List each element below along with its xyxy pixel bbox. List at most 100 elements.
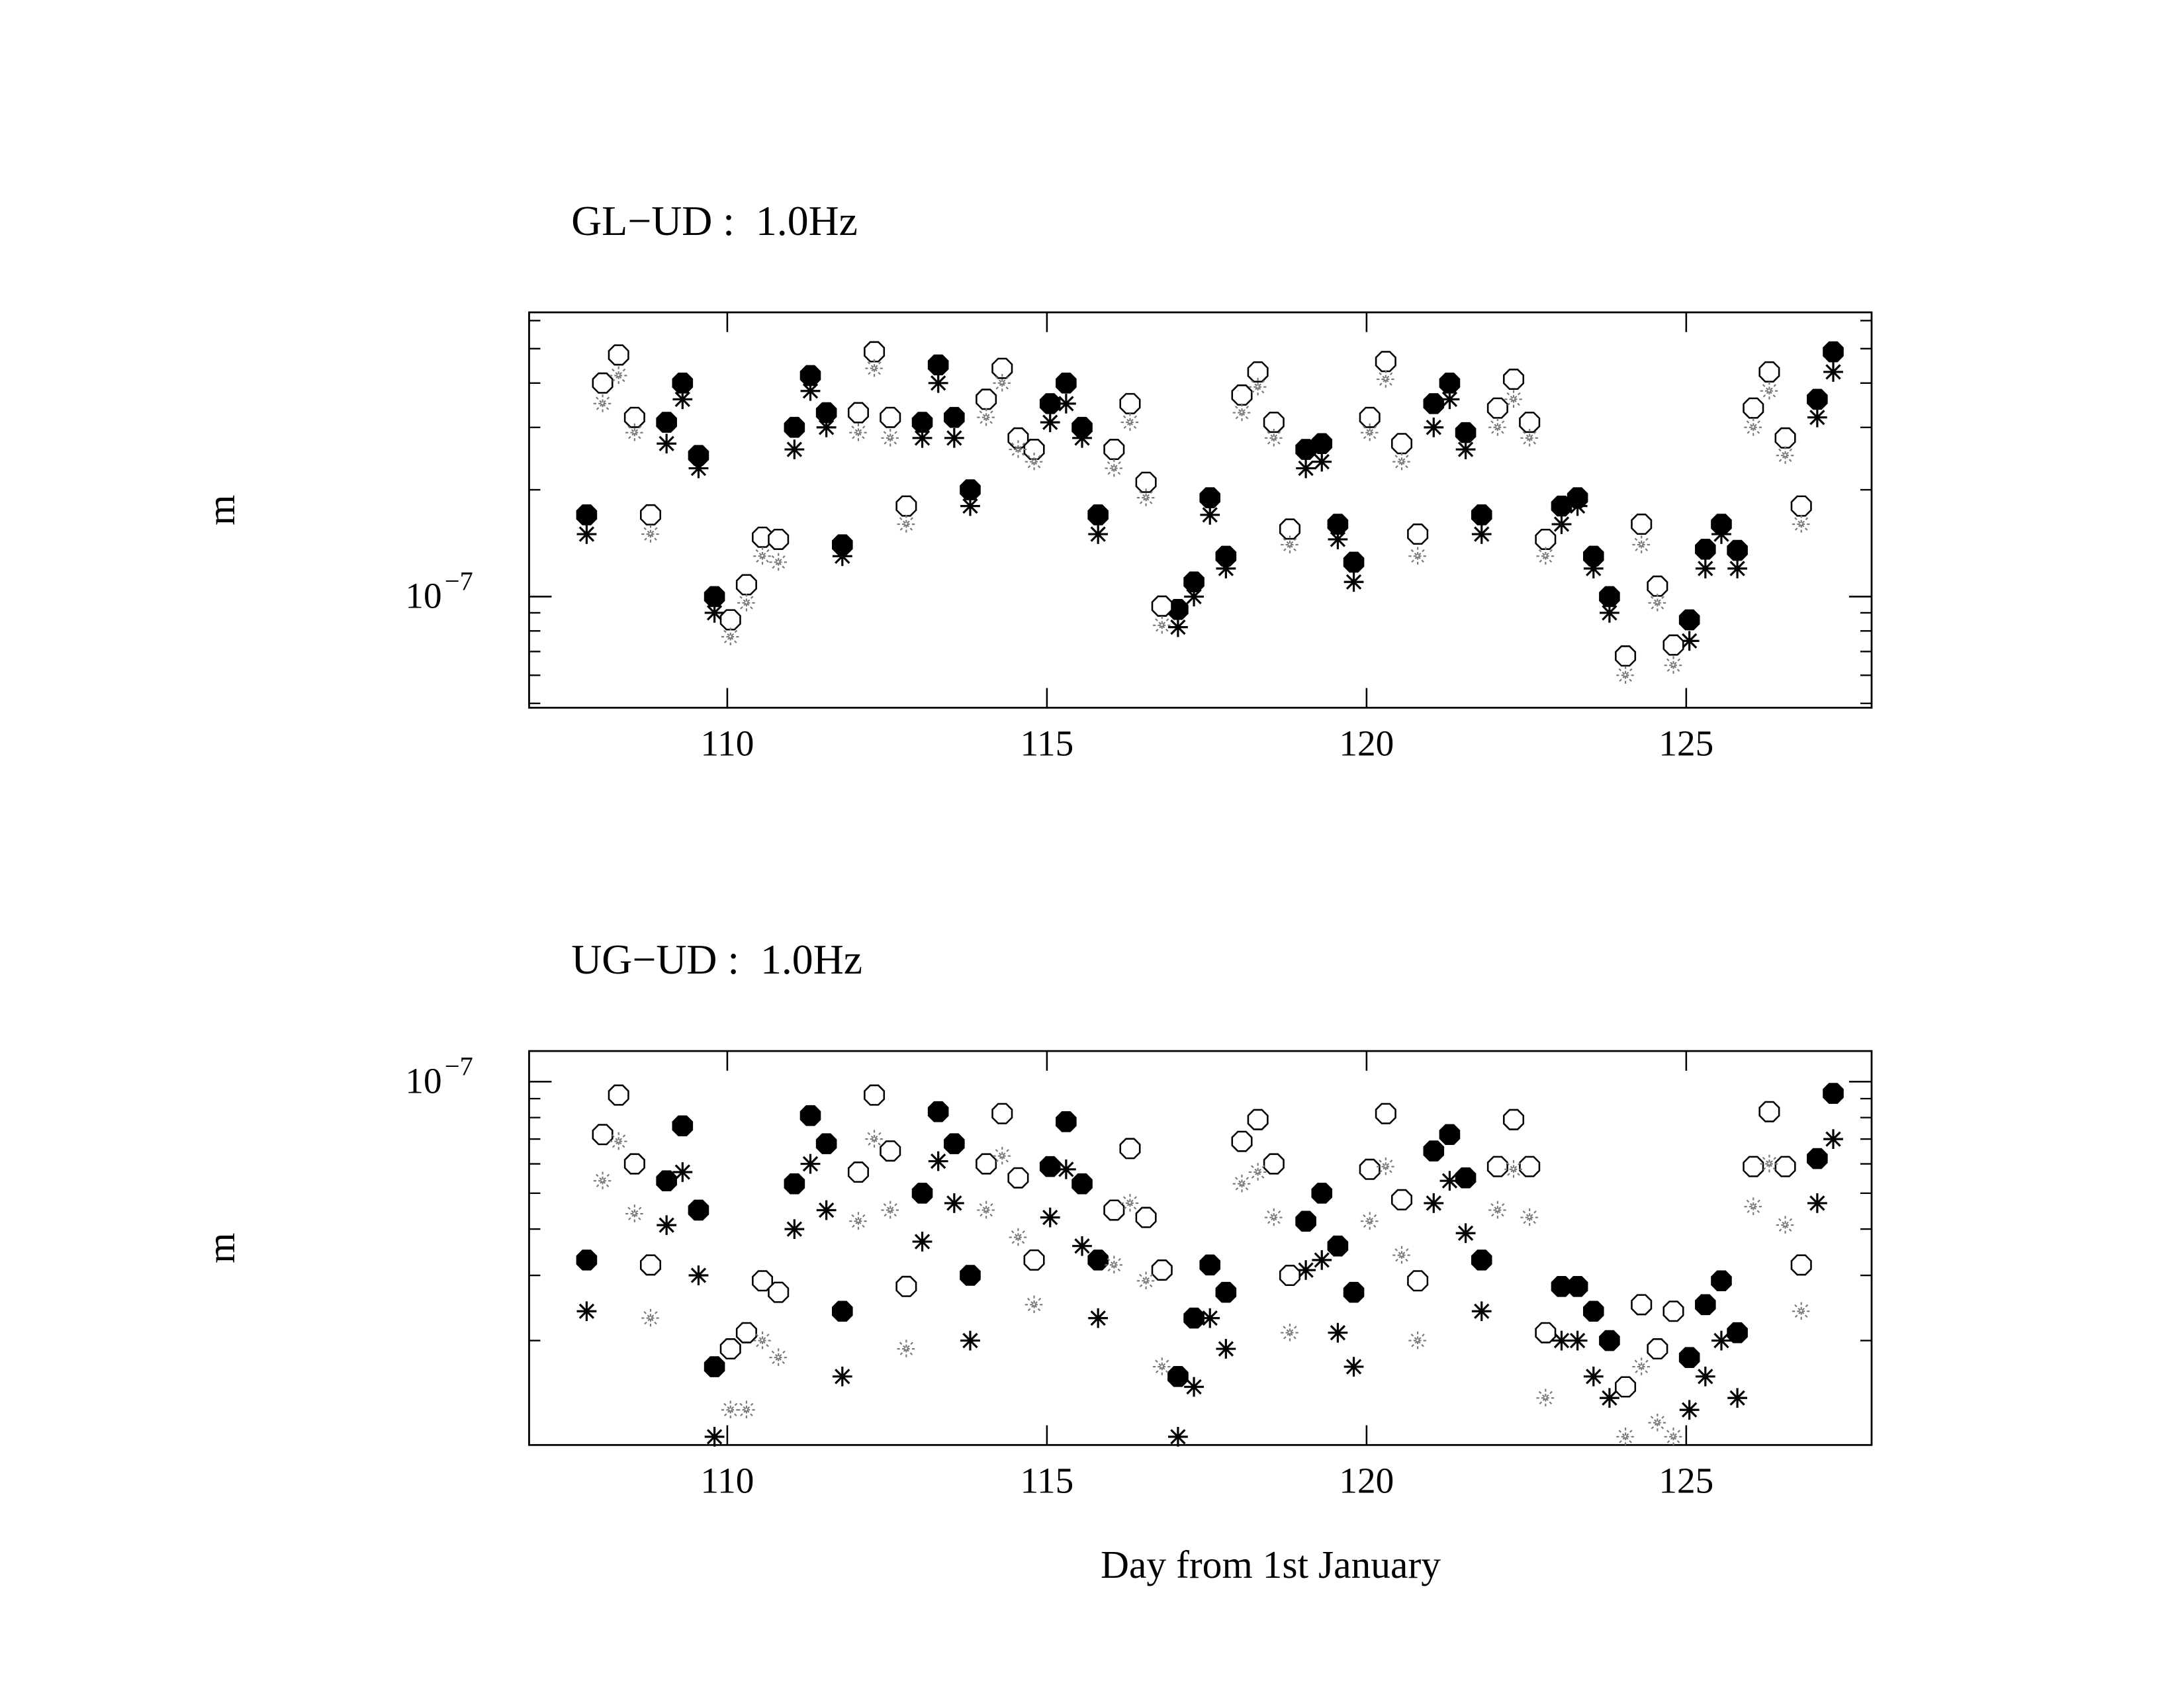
asterisk-point xyxy=(1168,617,1188,637)
filled-point xyxy=(1439,1124,1461,1146)
open-point xyxy=(1023,439,1045,461)
asterisk-point xyxy=(657,433,677,454)
filled-point xyxy=(784,1173,805,1195)
open-point xyxy=(1615,645,1637,667)
open-point xyxy=(1135,471,1157,493)
filled-point xyxy=(1455,1167,1477,1189)
open-point xyxy=(1279,1265,1300,1287)
filled-point xyxy=(1807,388,1828,410)
asterisk-point xyxy=(1600,1388,1619,1408)
asterisk-point xyxy=(1343,572,1364,592)
open-point xyxy=(864,341,886,363)
asterisk-point xyxy=(1439,1171,1460,1191)
open-point xyxy=(847,1162,869,1183)
filled-point xyxy=(1599,1330,1620,1351)
filled-point xyxy=(911,1183,933,1204)
open-point xyxy=(1023,1249,1045,1271)
asterisk-point xyxy=(912,428,933,448)
asterisk-point xyxy=(1583,559,1604,578)
chart-title: GL−UD : 1.0Hz xyxy=(571,197,858,244)
asterisk-point xyxy=(1823,1129,1843,1149)
asterisk-point xyxy=(944,1193,964,1213)
filled-point xyxy=(1807,1148,1828,1169)
asterisk-point xyxy=(1088,524,1109,544)
x-tick-label: 110 xyxy=(700,1461,754,1501)
open-point xyxy=(991,357,1013,379)
open-point xyxy=(1263,1153,1285,1175)
asterisk-point xyxy=(1328,529,1348,549)
asterisk-point xyxy=(832,546,852,567)
asterisk-point xyxy=(1056,1159,1076,1179)
asterisk-point xyxy=(576,524,597,544)
open-point xyxy=(623,406,645,428)
asterisk-point xyxy=(816,1200,837,1220)
filled-point xyxy=(1678,1347,1700,1368)
filled-point xyxy=(1183,571,1205,593)
asterisk-point xyxy=(1184,1377,1204,1397)
open-point xyxy=(895,1275,917,1297)
x-tick-label: 110 xyxy=(700,723,754,764)
asterisk-point xyxy=(1727,1388,1747,1408)
open-point xyxy=(1279,518,1300,540)
open-point xyxy=(1359,406,1381,428)
open-point xyxy=(1390,1189,1413,1210)
asterisk-point xyxy=(1088,1308,1109,1328)
filled-point xyxy=(704,1356,725,1377)
filled-point xyxy=(960,1265,981,1286)
open-point xyxy=(1790,495,1812,517)
filled-point xyxy=(927,1101,949,1122)
open-point xyxy=(976,1153,997,1175)
filled-point xyxy=(1327,1235,1349,1257)
open-point xyxy=(1263,412,1285,433)
asterisk-point xyxy=(1471,524,1492,544)
open-point xyxy=(1151,595,1173,617)
open-point xyxy=(1407,524,1429,545)
asterisk-point xyxy=(1679,631,1700,651)
filled-point xyxy=(1599,586,1620,608)
filled-point xyxy=(1439,372,1461,394)
open-point xyxy=(1119,1138,1141,1160)
filled-point xyxy=(799,365,821,387)
filled-point xyxy=(1727,539,1748,561)
y-tick-label: 10 xyxy=(405,1060,441,1101)
open-point xyxy=(1758,361,1780,383)
open-point xyxy=(640,1254,662,1276)
open-point xyxy=(1519,1156,1541,1177)
asterisk-point xyxy=(784,1219,805,1239)
chart-title: UG−UD : 1.0Hz xyxy=(571,936,862,983)
asterisk-point xyxy=(1328,1322,1348,1343)
open-point xyxy=(864,1084,886,1106)
filled-point xyxy=(1087,504,1109,525)
open-point xyxy=(1519,412,1541,433)
asterisk-point xyxy=(1551,514,1572,534)
filled-point xyxy=(1678,609,1700,631)
asterisk-point xyxy=(1455,1223,1476,1244)
asterisk-point xyxy=(1807,407,1827,428)
filled-point xyxy=(1327,514,1349,535)
filled-point xyxy=(911,412,933,433)
asterisk-point xyxy=(1583,1366,1604,1387)
asterisk-point xyxy=(1439,389,1460,410)
open-point xyxy=(895,495,917,517)
filled-point xyxy=(799,1105,821,1126)
filled-point xyxy=(1582,1300,1604,1322)
asterisk-point xyxy=(800,381,821,401)
filled-point xyxy=(656,412,677,433)
open-point xyxy=(1535,528,1557,550)
open-point xyxy=(1103,439,1125,461)
filled-point xyxy=(1727,1322,1748,1344)
filled-point xyxy=(1823,341,1844,363)
filled-point xyxy=(1567,1275,1588,1297)
open-point xyxy=(1375,1103,1396,1124)
plot-frame xyxy=(528,311,1873,709)
asterisk-point xyxy=(1711,524,1731,544)
open-point xyxy=(1486,1156,1508,1177)
filled-point xyxy=(960,479,981,500)
y-axis-label: m xyxy=(199,1233,243,1263)
asterisk-point xyxy=(1727,559,1747,578)
open-point xyxy=(1375,351,1396,373)
open-point xyxy=(976,388,997,410)
asterisk-point xyxy=(1184,586,1204,607)
